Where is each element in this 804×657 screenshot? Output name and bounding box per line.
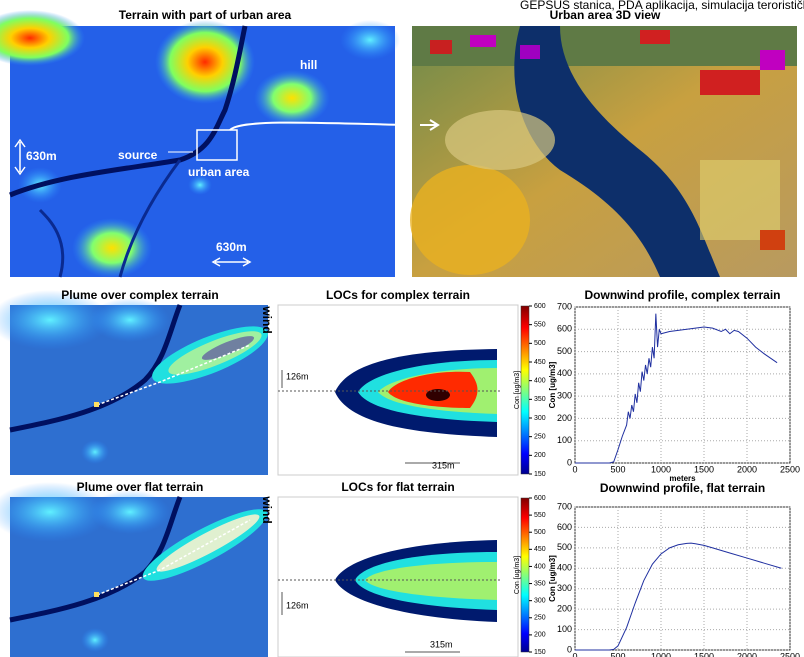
scale-label: 315m [432,460,455,470]
dynamic-layer: 150 200 250 300 350 400 450 500 550 600 Con [ug/m3… [514,288,800,657]
colorbar-tick-label: 600 [534,303,546,310]
figure: GEPSUS stanica, PDA aplikacija, simulaci… [0,0,804,657]
x-tick-label: 1500 [694,651,714,657]
loc-flat: 126m 315m [278,497,518,657]
colorbar-tick-label: 500 [534,340,546,347]
colorbar-label: Con [ug/m3] [514,556,521,594]
y-tick-label: 500 [557,542,572,552]
map-label: source [118,148,158,162]
panel-title: Terrain with part of urban area [119,8,292,22]
panel-title: Plume over complex terrain [61,288,218,302]
map-label: hill [300,58,317,72]
colorbar [521,498,529,652]
colorbar-tick-label: 400 [534,378,546,385]
scale-label: 315m [430,639,453,649]
plot-area [575,507,790,650]
x-tick-label: 1000 [651,651,671,657]
y-tick-label: 600 [557,522,572,532]
y-tick-label: 200 [557,604,572,614]
x-tick-label: 2000 [737,651,757,657]
urban-3d-view [410,26,797,277]
x-tick-label: 0 [572,651,577,657]
scale-label: 126m [286,371,309,381]
colorbar-tick-label: 600 [534,495,546,502]
x-tick-label: 2500 [780,464,800,474]
colorbar-tick-label: 250 [534,434,546,441]
x-tick-label: 1500 [694,464,714,474]
x-tick-label: 2000 [737,464,757,474]
chart-title: Downwind profile, flat terrain [600,481,765,495]
map-label: urban area [188,165,250,179]
colorbar-tick-label: 450 [534,546,546,553]
map-label: 630m [216,240,247,254]
y-tick-label: 300 [557,583,572,593]
y-tick-label: 0 [567,644,572,654]
x-tick-label: 1000 [651,464,671,474]
y-tick-label: 200 [557,413,572,423]
y-tick-label: 300 [557,391,572,401]
y-axis-label: Con [ug/m3] [548,555,557,602]
plume-map-flat [0,482,274,657]
colorbar-tick-label: 150 [534,649,546,656]
y-tick-label: 600 [557,324,572,334]
loc-complex: 126m 315m [278,305,518,475]
y-tick-label: 500 [557,346,572,356]
colorbar-label: Con [ug/m3] [514,371,521,409]
y-tick-label: 700 [557,501,572,511]
map-label: 630m [26,149,57,163]
colorbar-tick-label: 200 [534,452,546,459]
colorbar-tick-label: 550 [534,322,546,329]
colorbar-tick-label: 300 [534,598,546,605]
y-tick-label: 400 [557,368,572,378]
colorbar-tick-label: 500 [534,529,546,536]
y-tick-label: 100 [557,624,572,634]
x-tick-label: 500 [610,651,625,657]
colorbar-tick-label: 450 [534,359,546,366]
y-tick-label: 400 [557,563,572,573]
x-tick-label: 500 [610,464,625,474]
y-tick-label: 0 [567,457,572,467]
x-tick-label: 0 [572,464,577,474]
wind-label: wind [260,495,274,523]
colorbar-tick-label: 550 [534,512,546,519]
plume-map-complex [0,290,274,475]
colorbar-tick-label: 350 [534,580,546,587]
colorbar-tick-label: 300 [534,415,546,422]
panel-title: Urban area 3D view [550,8,661,22]
colorbar [521,306,529,474]
colorbar-tick-label: 150 [534,471,546,478]
scale-label: 126m [286,600,309,610]
x-tick-label: 2500 [780,651,800,657]
y-axis-label: Con [ug/m3] [548,361,557,408]
y-tick-label: 700 [557,301,572,311]
chart-title: Downwind profile, complex terrain [584,288,780,302]
colorbar-tick-label: 400 [534,563,546,570]
panel-title: Plume over flat terrain [77,480,204,494]
panel-title: LOCs for flat terrain [341,480,454,494]
colorbar-tick-label: 200 [534,632,546,639]
panel-title: LOCs for complex terrain [326,288,470,302]
terrain-map: hill source urban area 630m 630m [0,10,405,278]
colorbar-tick-label: 250 [534,615,546,622]
colorbar-tick-label: 350 [534,396,546,403]
plot-area [575,307,790,463]
y-tick-label: 100 [557,435,572,445]
wind-label: wind [260,305,274,333]
